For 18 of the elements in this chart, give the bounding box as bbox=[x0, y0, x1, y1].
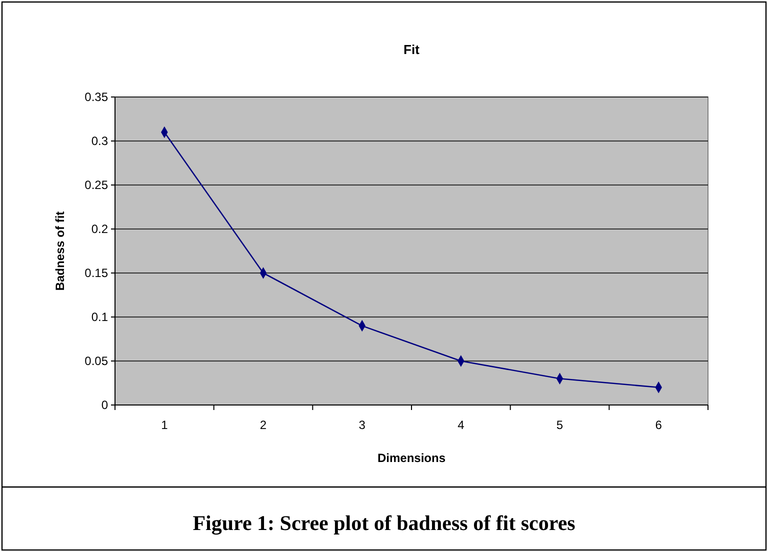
y-axis-title: Badness of fit bbox=[53, 211, 67, 291]
x-axis-title: Dimensions bbox=[377, 451, 446, 465]
y-tick-label: 0 bbox=[101, 398, 108, 412]
x-tick-label: 4 bbox=[458, 418, 465, 432]
caption: Figure 1: Scree plot of badness of fit scores bbox=[192, 511, 576, 535]
x-tick-label: 3 bbox=[358, 418, 366, 432]
y-tick-label: 0.35 bbox=[84, 90, 108, 104]
x-tick-label: 6 bbox=[655, 418, 662, 432]
y-tick-label: 0.2 bbox=[91, 222, 108, 236]
y-tick-label: 0.15 bbox=[84, 266, 108, 280]
x-tick-label: 1 bbox=[161, 418, 168, 432]
y-tick-label: 0.3 bbox=[91, 134, 108, 148]
y-tick-label: 0.05 bbox=[84, 354, 108, 368]
x-tick-label: 2 bbox=[260, 418, 267, 432]
x-tick-label: 5 bbox=[556, 418, 564, 432]
y-tick-label: 0.25 bbox=[84, 178, 108, 192]
y-tick-label: 0.1 bbox=[91, 310, 108, 324]
chart-title: Fit bbox=[404, 42, 420, 57]
